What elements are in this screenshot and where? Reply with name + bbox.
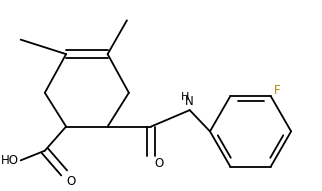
- Text: H: H: [181, 92, 189, 102]
- Text: F: F: [274, 84, 281, 97]
- Text: O: O: [66, 175, 75, 188]
- Text: N: N: [185, 95, 194, 108]
- Text: O: O: [154, 157, 163, 170]
- Text: HO: HO: [1, 154, 19, 167]
